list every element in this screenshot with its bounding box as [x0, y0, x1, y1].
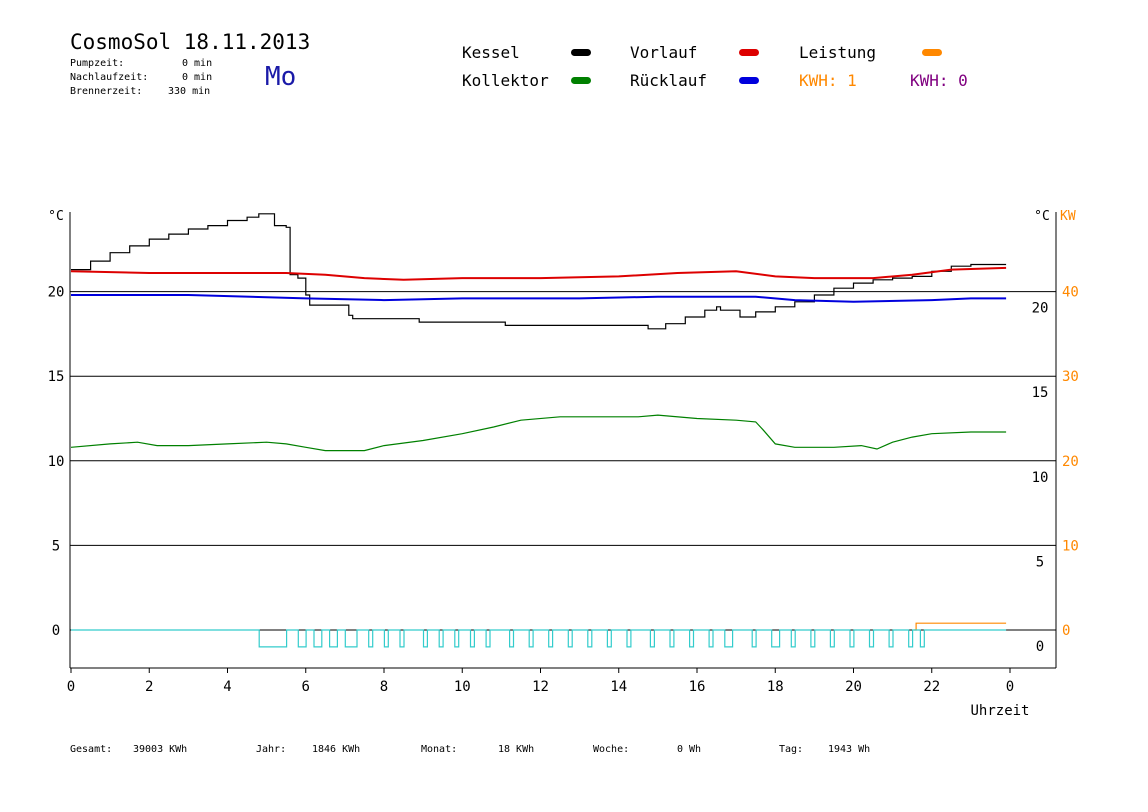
y-kw-tick-label: 30	[1062, 369, 1079, 385]
y-left-tick-label: 0	[52, 623, 60, 639]
y-right-tick-label: 5	[1036, 554, 1044, 570]
series-kollektor	[70, 414, 1007, 452]
x-tick-label: 18	[767, 679, 784, 695]
y-right-tick-label: 15	[1032, 385, 1049, 401]
y-left-tick-label: 15	[48, 369, 65, 385]
x-tick-label: 6	[302, 679, 310, 695]
weekday-label: Mo	[265, 62, 297, 92]
x-tick-label: 20	[845, 679, 862, 695]
footer-gesamt-value: 39003 KWh	[133, 744, 188, 755]
y-left-tick-label: 5	[52, 538, 60, 554]
y-left-tick-label: 10	[48, 454, 65, 470]
legend-kessel-label: Kessel	[462, 43, 520, 62]
legend-ruecklauf-swatch	[739, 77, 759, 84]
series-kessel	[71, 213, 1007, 330]
legend-leistung-label: Leistung	[799, 43, 877, 62]
x-tick-label: 16	[689, 679, 706, 695]
series-leistung	[914, 622, 1007, 631]
x-tick-label: 8	[380, 679, 388, 695]
stat-nachlaufzeit-value: 0 min	[182, 72, 213, 83]
x-tick-label: 0	[67, 679, 75, 695]
legend-kollektor-label: Kollektor	[462, 71, 549, 90]
y-left-tick-label: 20	[48, 285, 65, 301]
stat-brennerzeit-label: Brennerzeit:	[70, 86, 143, 97]
legend-ruecklauf-label: Rücklauf	[630, 71, 708, 90]
y-right-unit: °C	[1034, 209, 1050, 224]
y-kw-tick-label: 40	[1062, 285, 1079, 301]
legend-kollektor-swatch	[571, 77, 591, 84]
stat-brennerzeit-value: 330 min	[168, 86, 211, 97]
legend-leistung-swatch	[922, 49, 942, 56]
series-rücklauf	[71, 294, 1007, 303]
legend-kwh1: KWH: 1	[799, 71, 857, 90]
legend-kwh2: KWH: 0	[910, 71, 968, 90]
y-right-tick-label: 0	[1036, 639, 1044, 655]
series-vorlauf	[70, 266, 1007, 281]
x-tick-label: 22	[923, 679, 940, 695]
legend-vorlauf-label: Vorlauf	[630, 43, 698, 62]
x-tick-label: 2	[145, 679, 153, 695]
x-tick-label: 14	[610, 679, 627, 695]
y-right-tick-label: 10	[1032, 470, 1049, 486]
y-kw-tick-label: 10	[1062, 538, 1079, 554]
legend-vorlauf-swatch	[739, 49, 759, 56]
footer-gesamt-label: Gesamt:	[70, 744, 113, 755]
stat-nachlaufzeit-label: Nachlaufzeit:	[70, 72, 149, 83]
x-tick-label: 0	[1006, 679, 1014, 695]
y-kw-tick-label: 20	[1062, 454, 1079, 470]
y-right-tick-label: 20	[1032, 301, 1049, 317]
y-kw-unit: KW	[1060, 209, 1076, 224]
footer-tag-value: 1943 Wh	[828, 744, 871, 755]
y-left-unit: °C	[48, 209, 64, 224]
footer-monat-label: Monat:	[421, 744, 458, 755]
footer-woche-label: Woche:	[593, 744, 630, 755]
stat-pumpzeit-value: 0 min	[182, 58, 213, 69]
x-tick-label: 12	[532, 679, 549, 695]
footer-tag-label: Tag:	[779, 744, 804, 755]
footer-monat-value: 18 KWh	[498, 744, 535, 755]
footer-jahr-value: 1846 KWh	[312, 744, 361, 755]
y-kw-tick-label: 0	[1062, 623, 1070, 639]
footer-jahr-label: Jahr:	[256, 744, 287, 755]
footer-woche-value: 0 Wh	[677, 744, 702, 755]
x-axis-label: Uhrzeit	[970, 703, 1029, 719]
series-brenner	[71, 629, 1007, 648]
x-tick-label: 10	[454, 679, 471, 695]
x-tick-label: 4	[223, 679, 231, 695]
stat-pumpzeit-label: Pumpzeit:	[70, 58, 125, 69]
legend-kessel-swatch	[571, 49, 591, 56]
page-title: CosmoSol 18.11.2013	[70, 30, 311, 54]
